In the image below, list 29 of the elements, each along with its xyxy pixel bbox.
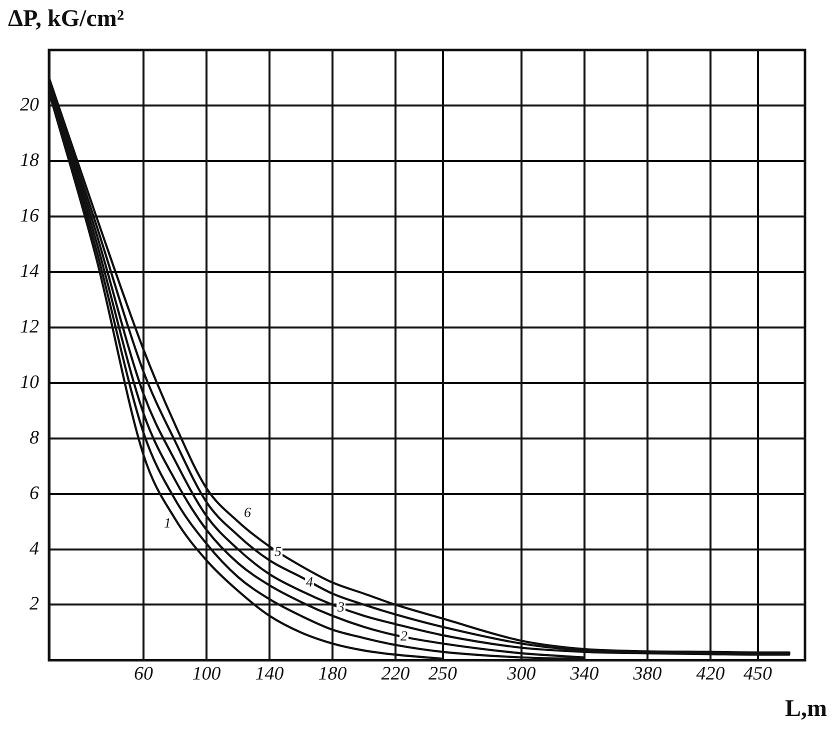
x-tick-label: 100 bbox=[192, 664, 222, 685]
series-label: 4 bbox=[306, 576, 313, 591]
x-tick-label: 180 bbox=[318, 664, 348, 685]
series-label: 6 bbox=[244, 506, 251, 522]
y-tick-label: 20 bbox=[20, 94, 40, 116]
series-label: 1 bbox=[164, 516, 171, 532]
x-tick-label: 140 bbox=[255, 664, 284, 685]
x-tick-label: 250 bbox=[428, 664, 458, 685]
x-tick-label: 220 bbox=[381, 664, 410, 685]
y-tick-label: 6 bbox=[30, 482, 40, 504]
x-tick-label: 300 bbox=[506, 664, 536, 685]
x-tick-label: 380 bbox=[632, 664, 662, 685]
y-tick-label: 18 bbox=[20, 150, 40, 171]
y-tick-label: 4 bbox=[30, 538, 40, 560]
y-tick-label: 12 bbox=[20, 316, 40, 338]
y-axis-title: ΔP, kG/cm² bbox=[8, 6, 124, 33]
y-tick-label: 14 bbox=[20, 260, 40, 282]
x-tick-label: 340 bbox=[569, 664, 600, 685]
x-tick-label: 60 bbox=[134, 664, 154, 685]
x-tick-label: 420 bbox=[696, 664, 726, 685]
y-tick-label: 16 bbox=[20, 205, 40, 226]
x-axis-title: L,m bbox=[785, 696, 827, 723]
series-label: 2 bbox=[400, 630, 408, 645]
series-label: 3 bbox=[336, 600, 344, 616]
y-tick-label: 8 bbox=[30, 427, 40, 448]
y-tick-label: 10 bbox=[20, 372, 40, 393]
series-label: 5 bbox=[274, 545, 282, 560]
y-tick-label: 2 bbox=[30, 594, 40, 615]
x-tick-label: 450 bbox=[744, 664, 772, 685]
